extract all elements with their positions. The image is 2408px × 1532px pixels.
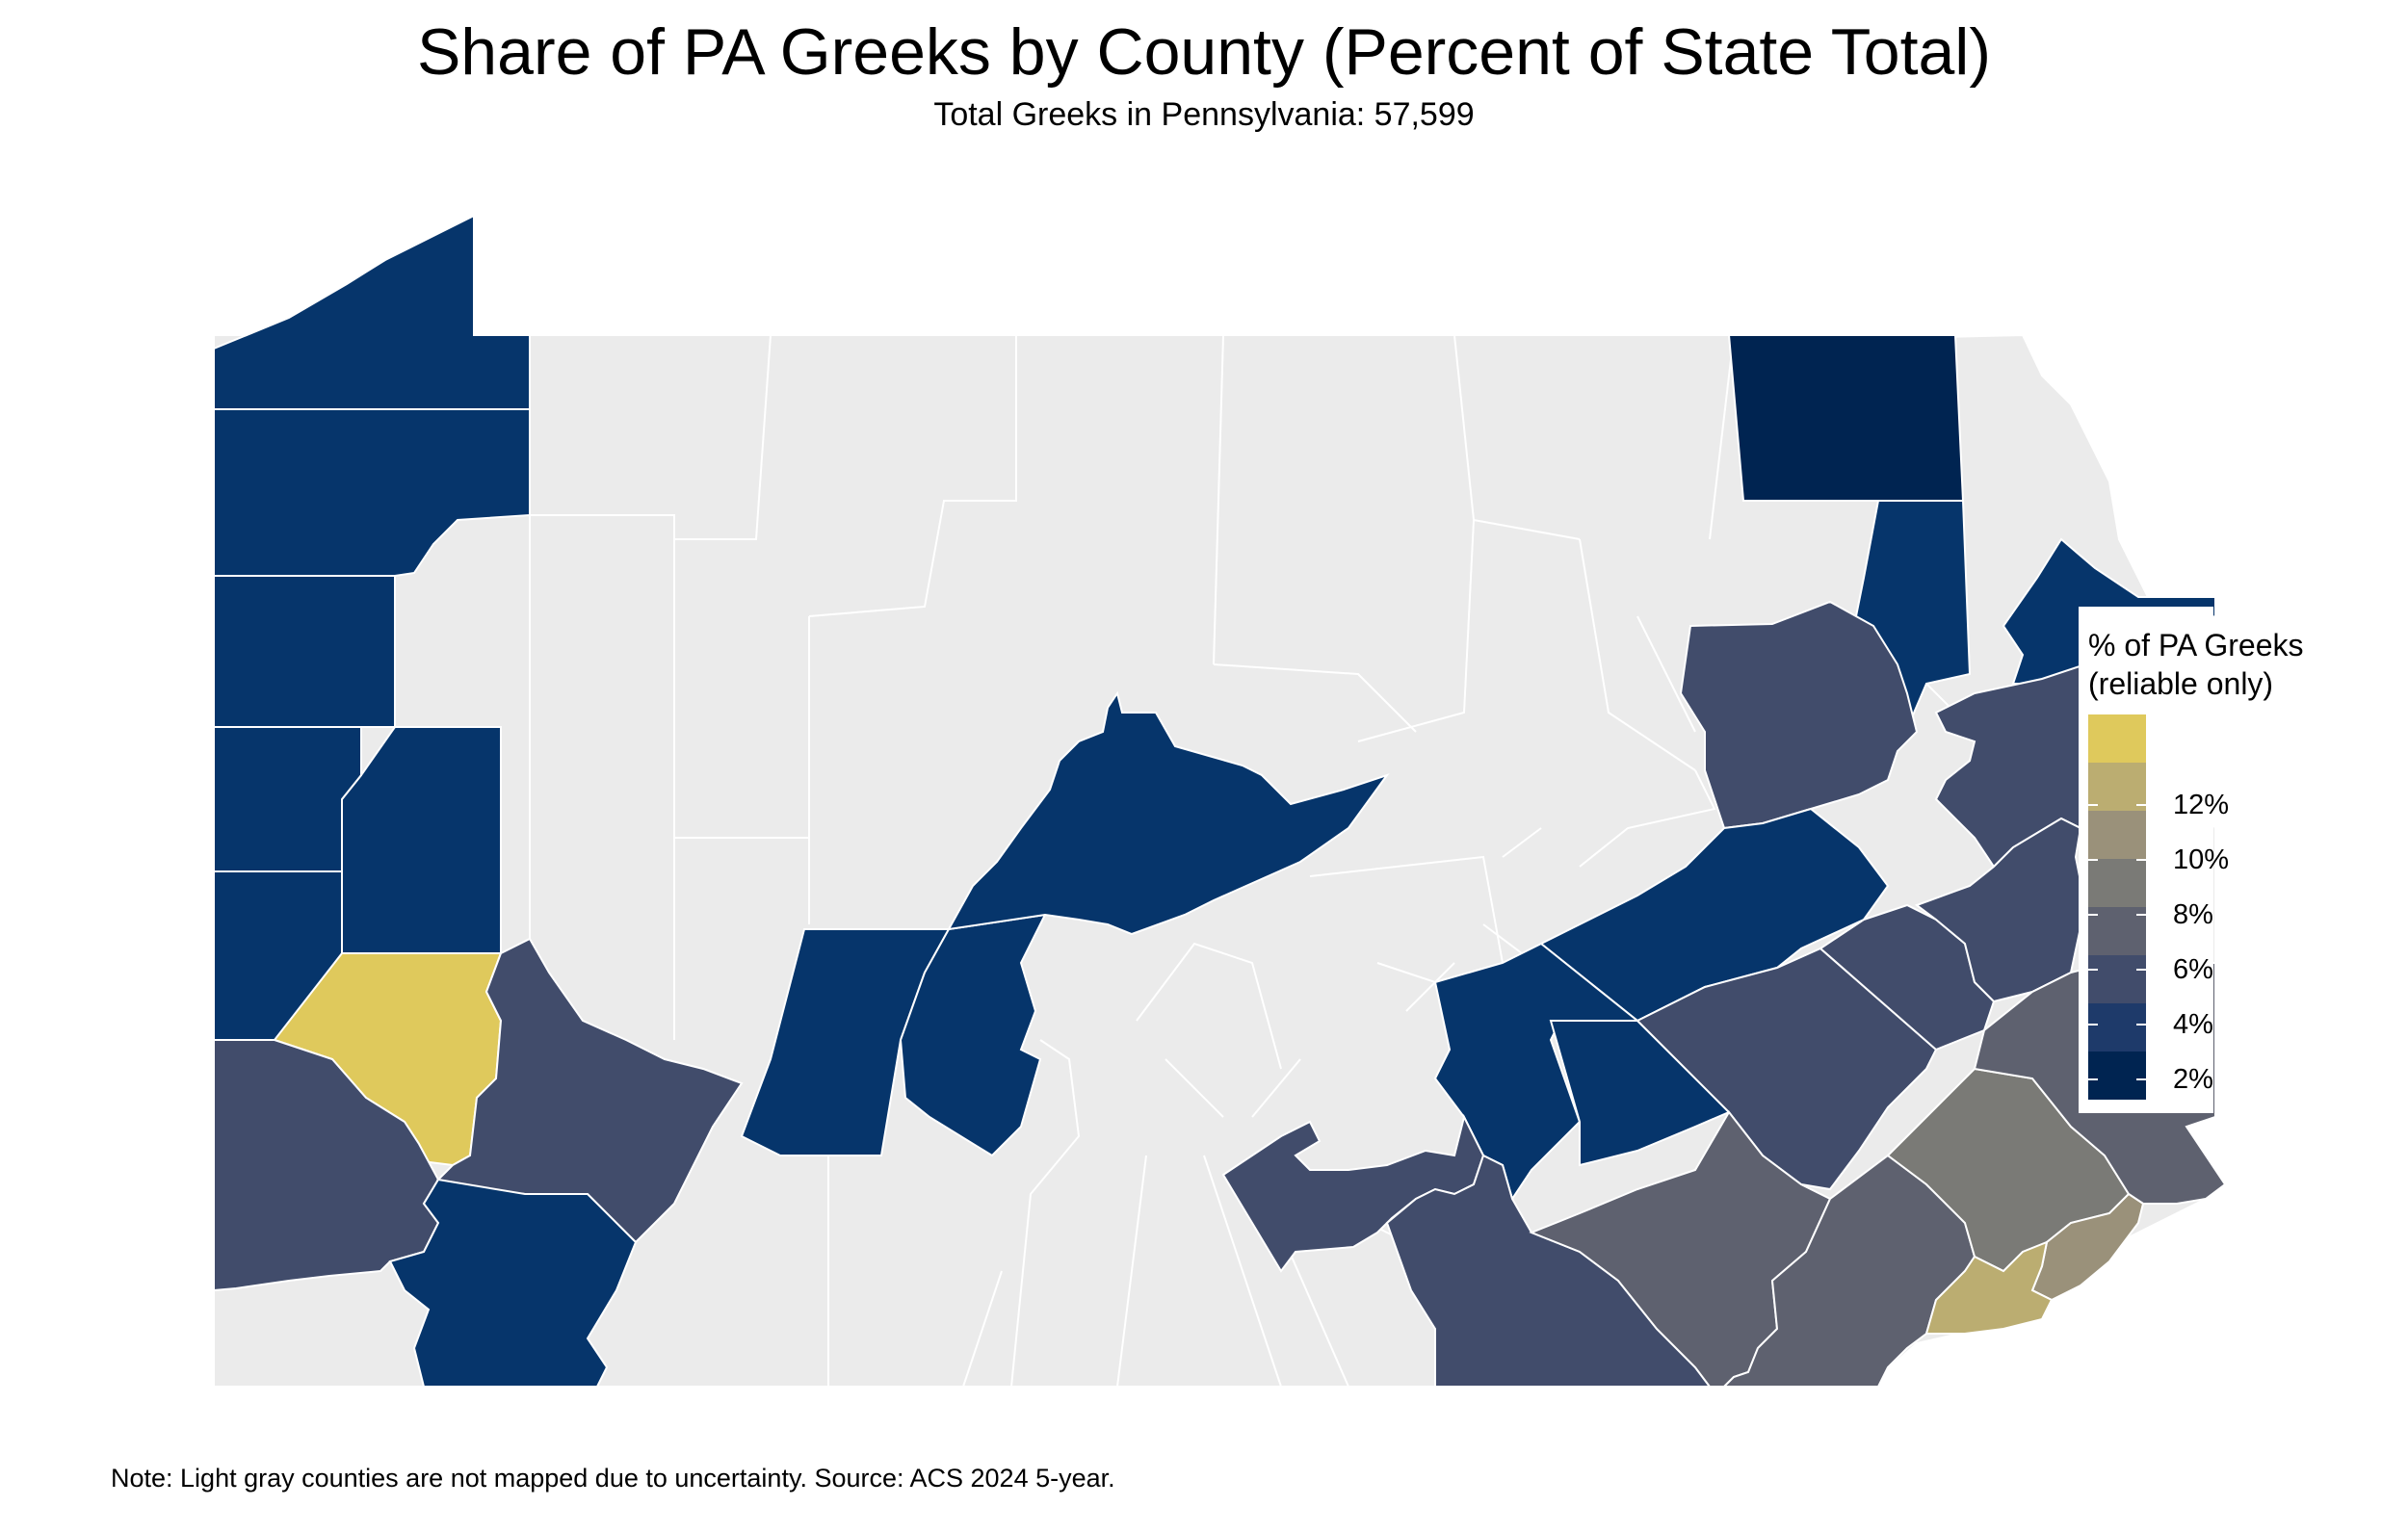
legend-tick-label: 8% xyxy=(2173,899,2213,930)
county-centre xyxy=(947,690,1390,936)
legend-swatch xyxy=(2088,955,2146,1003)
legend-tick-label: 4% xyxy=(2173,1009,2213,1040)
legend-tick-mark xyxy=(2136,914,2146,916)
page-subtitle: Total Greeks in Pennsylvania: 57,599 xyxy=(933,96,1475,133)
legend-swatch xyxy=(2088,763,2146,811)
legend-tick-mark xyxy=(2136,1078,2146,1080)
legend-swatch xyxy=(2088,1052,2146,1100)
legend-tick-mark xyxy=(2088,1024,2098,1026)
legend-tick-mark xyxy=(2136,804,2146,806)
county-delaware xyxy=(1924,1240,2054,1335)
county-erie xyxy=(213,214,531,410)
legend-title: % of PA Greeks (reliable only) xyxy=(2088,626,2377,703)
county-dauphin xyxy=(1433,942,1640,1202)
legend-title-line1: % of PA Greeks xyxy=(2088,628,2304,662)
legend-swatch xyxy=(2088,859,2146,907)
legend-tick-mark xyxy=(2088,1078,2098,1080)
legend-swatch xyxy=(2088,1003,2146,1052)
county-lawrence xyxy=(213,726,362,872)
county-fayette xyxy=(388,1178,638,1388)
legend-tick-mark xyxy=(2088,859,2098,861)
legend-tick-mark xyxy=(2136,1024,2146,1026)
legend-tick-mark xyxy=(2136,969,2146,971)
legend-swatch xyxy=(2088,714,2146,763)
county-luzerne xyxy=(1679,600,1919,830)
legend-title-line2: (reliable only) xyxy=(2088,666,2274,701)
legend-tick-mark xyxy=(2088,969,2098,971)
county-huntingdon xyxy=(899,913,1047,1157)
legend-tick-label: 12% xyxy=(2173,790,2230,820)
legend-tick-mark xyxy=(2088,804,2098,806)
legend-tick-mark xyxy=(2088,914,2098,916)
page-title: Share of PA Greeks by County (Percent of… xyxy=(416,15,1992,89)
gray-county-borders xyxy=(529,334,1976,1388)
legend-tick-mark xyxy=(2136,859,2146,861)
legend-tick-label: 2% xyxy=(2173,1064,2213,1095)
legend-tick-label: 10% xyxy=(2173,844,2230,875)
source-note: Note: Light gray counties are not mapped… xyxy=(111,1464,1115,1493)
legend-color-bar xyxy=(2088,714,2146,1100)
map-legend: % of PA Greeks (reliable only) 12% 10% 8% 6… xyxy=(2079,607,2304,1113)
legend-swatch xyxy=(2088,811,2146,859)
legend-tick-label: 6% xyxy=(2173,954,2213,985)
county-susquehanna xyxy=(1727,334,1965,502)
county-mercer xyxy=(213,575,396,728)
